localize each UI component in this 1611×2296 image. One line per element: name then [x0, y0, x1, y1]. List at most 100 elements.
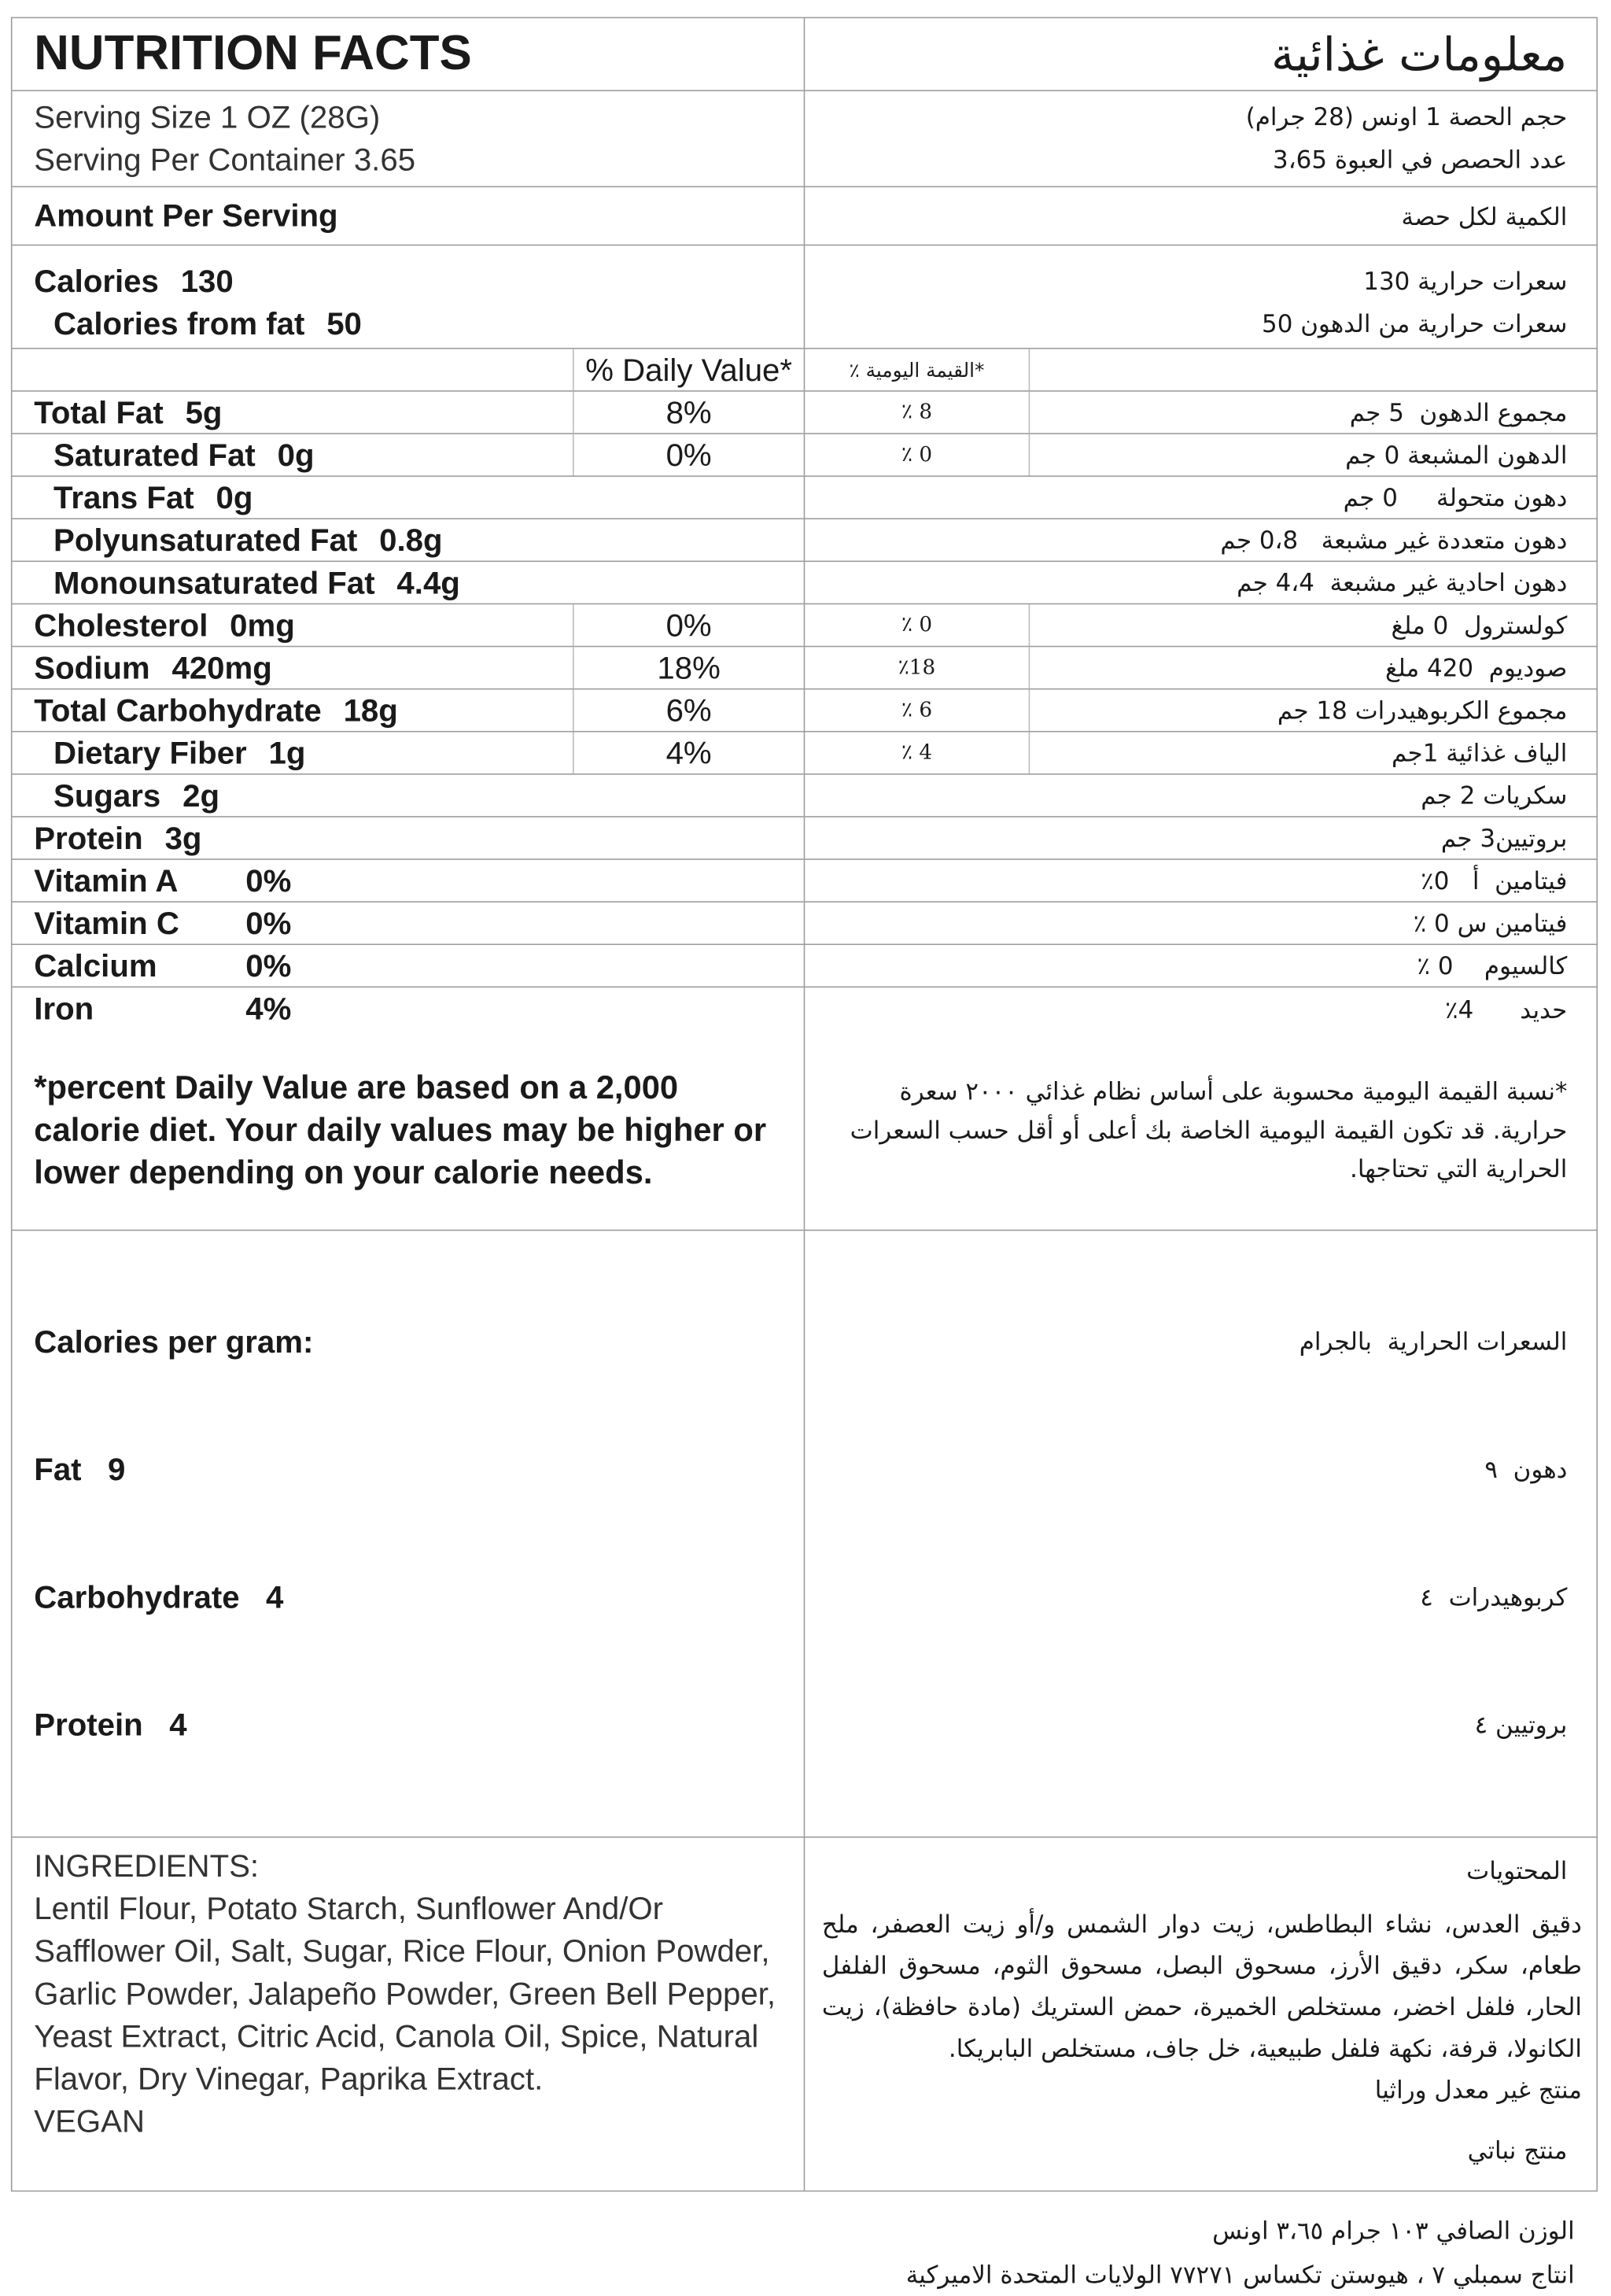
- nutrient-label-ar: دهون متعددة غير مشبعة 0،8 جم: [1220, 525, 1568, 555]
- ingredients-text-en: Lentil Flour, Potato Starch, Sunflower A…: [34, 1890, 776, 2097]
- nutrient-amount: 4%: [245, 990, 292, 1027]
- nutrient-label-ar: كولسترول 0 ملغ: [1391, 610, 1568, 640]
- nutrient-daily-value: 8%: [573, 391, 804, 434]
- title-ar: معلومات غذائية: [1271, 27, 1568, 81]
- nutrient-daily-value-ar: ٪ 4: [805, 732, 1030, 774]
- title-en: NUTRITION FACTS: [34, 27, 472, 81]
- nutrient-row: Sodium 420mg 18% ٪18 صوديوم 420 ملغ: [12, 647, 1597, 690]
- calories-value: 130: [180, 262, 234, 300]
- calories-ar: سعرات حرارية 130: [1363, 266, 1568, 296]
- cal-per-gram-fat-ar: دهون ٩: [1484, 1454, 1568, 1484]
- nutrient-amount: 3g: [164, 819, 202, 856]
- nutrient-amount: 0.8g: [379, 521, 443, 558]
- ingredients-title-ar: المحتويات: [1466, 1855, 1568, 1885]
- calories-per-gram-row: Calories per gram: Fat 9 Carbohydrate 4 …: [12, 1231, 1597, 1838]
- nutrient-label: Protein: [34, 819, 143, 856]
- nutrient-row: Vitamin C 0% فيتامين س 0 ٪: [12, 902, 1597, 946]
- vegan-ar: منتج نباتي: [1467, 2135, 1568, 2165]
- nutrient-amount: 4.4g: [396, 563, 460, 600]
- footnote-en: *percent Daily Value are based on a 2,00…: [34, 1068, 767, 1190]
- nutrient-daily-value-ar: ٪ 0: [805, 434, 1030, 476]
- nutrient-label-ar: حديد 4٪: [1444, 994, 1568, 1024]
- nutrient-label: Polyunsaturated Fat: [53, 521, 358, 558]
- cal-per-gram-fat-en: Fat 9: [34, 1451, 126, 1488]
- calories-from-fat-label: Calories from fat: [53, 305, 305, 342]
- serving-size-ar: حجم الحصة 1 اونس (28 جرام): [1245, 102, 1568, 131]
- nutrient-row: Saturated Fat 0g 0% ٪ 0 الدهون المشبعة 0 جم: [12, 434, 1597, 477]
- amount-per-serving-en: Amount Per Serving: [34, 197, 338, 234]
- nutrient-daily-value: 18%: [573, 647, 804, 688]
- nutrient-amount: 2g: [182, 776, 219, 814]
- nutrient-label-ar: فيتامين أ 0٪: [1421, 866, 1568, 895]
- nutrient-row: Dietary Fiber 1g 4% ٪ 4 الياف غذائية 1جم: [12, 732, 1597, 775]
- ingredients-text-ar: دقيق العدس، نشاء البطاطس، زيت دوار الشمس…: [821, 1909, 1582, 2063]
- nutrient-row: Sugars 2g سكريات 2 جم: [12, 774, 1597, 818]
- nutrient-amount: 0g: [216, 478, 253, 515]
- cal-per-gram-protein-en: Protein 4: [34, 1706, 187, 1743]
- nutrient-label-ar: سكريات 2 جم: [1421, 781, 1568, 810]
- nutrient-row: Trans Fat 0g دهون متحولة 0 جم: [12, 476, 1597, 520]
- nutrient-daily-value: 0%: [573, 604, 804, 646]
- nutrient-daily-value-ar: ٪ 0: [805, 604, 1030, 646]
- servings-per-container-ar: عدد الحصص في العبوة 3،65: [1273, 144, 1568, 175]
- nutrient-amount: 0%: [245, 904, 292, 941]
- nutrient-daily-value: 0%: [573, 434, 804, 476]
- nutrient-label: Cholesterol: [34, 606, 208, 643]
- nutrient-row: Protein 3g بروتيين3 جم: [12, 817, 1597, 860]
- calories-label: Calories: [34, 262, 159, 300]
- nutrient-amount: 18g: [343, 691, 398, 729]
- nutrient-amount: 0%: [245, 947, 292, 984]
- net-weight-ar: الوزن الصافي ١٠٣ جرام ٣،٦٥ اونس: [1212, 2216, 1575, 2246]
- non-gmo-ar: منتج غير معدل وراثيا: [1374, 2074, 1582, 2105]
- nutrient-amount: 420mg: [171, 648, 272, 686]
- nutrient-row: Total Carbohydrate 18g 6% ٪ 6 مجموع الكربوهي…: [12, 689, 1597, 733]
- nutrient-label-ar: كالسيوم 0 ٪: [1417, 951, 1568, 980]
- nutrient-label-ar: مجموع الدهون 5 جم: [1349, 397, 1568, 427]
- nutrient-row: Monounsaturated Fat 4.4g دهون احادية غير م…: [12, 562, 1597, 605]
- producer-ar: انتاج سمبلي ٧ ، هيوستن تكساس ٧٧٢٧١ الولا…: [905, 2259, 1575, 2290]
- nutrient-label: Calcium: [34, 947, 157, 984]
- nutrient-label: Vitamin C: [34, 904, 179, 941]
- calories-from-fat-value: 50: [326, 305, 362, 342]
- nutrient-label-ar: بروتيين3 جم: [1440, 823, 1568, 853]
- nutrient-daily-value: 6%: [573, 689, 804, 731]
- nutrient-label-ar: صوديوم 420 ملغ: [1384, 653, 1568, 683]
- nutrient-label: Vitamin A: [34, 862, 179, 899]
- nutrient-amount: 0mg: [230, 606, 295, 643]
- calories-from-fat-ar: سعرات حرارية من الدهون 50: [1262, 308, 1568, 338]
- cal-per-gram-carb-ar: كربوهيدرات ٤: [1420, 1582, 1568, 1612]
- amount-row: Amount Per Serving الكمية لكل حصة: [12, 187, 1597, 246]
- cal-per-gram-carb-en: Carbohydrate 4: [34, 1578, 284, 1615]
- nutrient-label: Monounsaturated Fat: [53, 563, 375, 600]
- nutrient-row: Polyunsaturated Fat 0.8g دهون متعددة غير م…: [12, 519, 1597, 563]
- footnote-ar: *نسبة القيمة اليومية محسوبة على أساس نظا…: [850, 1076, 1568, 1183]
- daily-value-header-ar: ٪ القيمة اليومية*: [805, 349, 1030, 391]
- nutrient-label-ar: الياف غذائية 1جم: [1392, 738, 1568, 768]
- nutrient-row: Calcium 0% كالسيوم 0 ٪: [12, 945, 1597, 988]
- nutrient-label: Sugars: [53, 776, 161, 814]
- nutrient-daily-value-ar: ٪ 8: [805, 391, 1030, 434]
- nutrient-amount: 0%: [245, 862, 292, 899]
- cal-per-gram-title-ar: السعرات الحرارية بالجرام: [1299, 1327, 1568, 1357]
- nutrient-row: Cholesterol 0mg 0% ٪ 0 كولسترول 0 ملغ: [12, 604, 1597, 648]
- daily-value-header-en: % Daily Value*: [573, 349, 804, 391]
- nutrient-label: Total Carbohydrate: [34, 691, 322, 729]
- nutrient-label: Trans Fat: [53, 478, 194, 515]
- nutrient-label: Dietary Fiber: [53, 733, 247, 771]
- nutrient-label-ar: الدهون المشبعة 0 جم: [1345, 440, 1568, 470]
- calories-row: Calories 130 Calories from fat 50 سعرات حر…: [12, 245, 1597, 349]
- nutrient-daily-value-ar: ٪18: [805, 647, 1030, 688]
- nutrient-row: Vitamin A 0% فيتامين أ 0٪: [12, 859, 1597, 903]
- nutrient-amount: 0g: [277, 436, 315, 473]
- nutrient-label-ar: دهون متحولة 0 جم: [1343, 482, 1568, 512]
- cal-per-gram-title-en: Calories per gram:: [34, 1323, 314, 1360]
- nutrient-label: Sodium: [34, 648, 150, 686]
- vegan-en: VEGAN: [34, 2102, 145, 2139]
- nutrient-daily-value-ar: ٪ 6: [805, 689, 1030, 731]
- daily-value-header-row: % Daily Value* ٪ القيمة اليومية*: [12, 349, 1597, 392]
- nutrient-label: Saturated Fat: [53, 436, 256, 473]
- nutrient-row: Iron 4% حديد 4٪: [12, 987, 1596, 1031]
- amount-per-serving-ar: الكمية لكل حصة: [1401, 201, 1568, 231]
- nutrient-label: Iron: [34, 990, 94, 1027]
